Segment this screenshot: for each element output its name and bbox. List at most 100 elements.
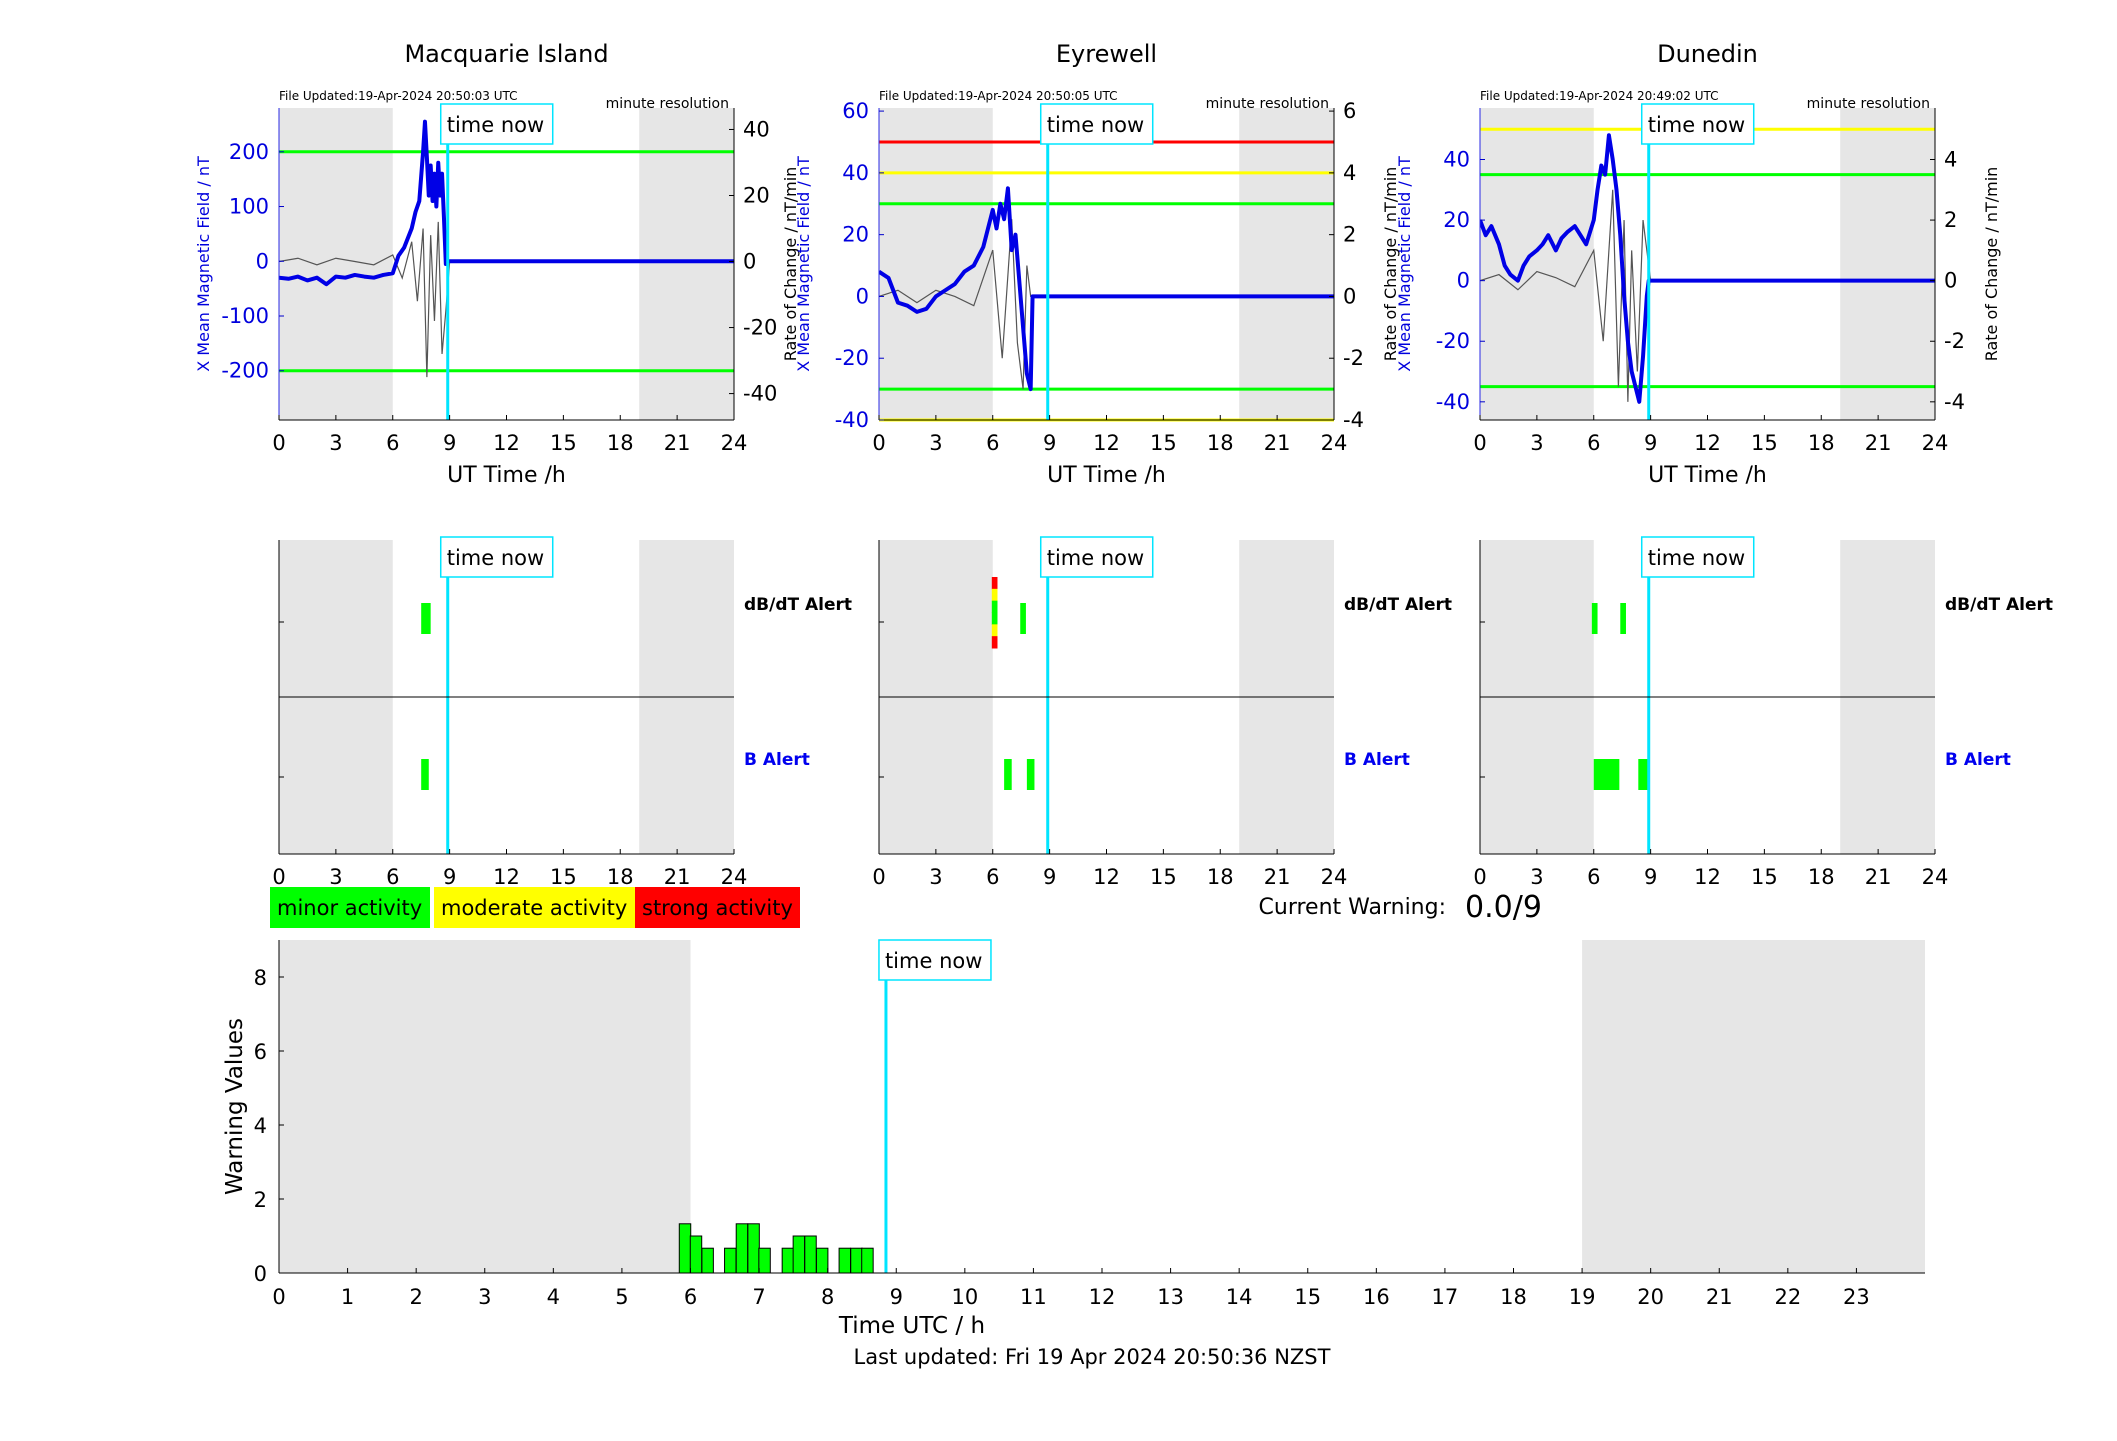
warning-chart-xtick-1: 0	[272, 1285, 285, 1309]
warning-chart-xtick-7: 6	[684, 1285, 697, 1309]
alert-chart-1-xtick-2: 3	[329, 865, 342, 889]
field-chart-1-ylabel-left: X Mean Magnetic Field / nT	[194, 156, 213, 372]
warning-chart-xtick-17: 16	[1363, 1285, 1390, 1309]
warning-chart-ytick-5: 8	[254, 966, 267, 990]
alert-chart-3-alert-3	[1593, 759, 1620, 790]
field-chart-1-shade-1	[279, 108, 393, 420]
field-chart-2-ylabel-left: X Mean Magnetic Field / nT	[794, 156, 813, 372]
warning-chart-bar-7	[758, 1247, 771, 1274]
alert-chart-1-time-now-box	[439, 536, 554, 578]
legend-3-swatch	[635, 887, 800, 928]
alert-chart-2-time-now-box	[1039, 536, 1154, 578]
alert-chart-3-alert-2	[1620, 603, 1626, 634]
field-chart-2-ytick-left-3: 0	[856, 284, 869, 308]
warning-chart-xtick-22: 21	[1706, 1285, 1733, 1309]
field-chart-3-shade-2	[1840, 108, 1935, 420]
current-warning-label: Current Warning:	[1259, 895, 1446, 920]
field-chart-2-time-now-box	[1039, 103, 1154, 145]
warning-chart-xtick-9: 8	[821, 1285, 834, 1309]
field-chart-2-ylabel-right: Rate of Change / nT/min	[1381, 167, 1400, 362]
warning-chart-time-now-label: time now	[885, 949, 982, 973]
warning-chart-xtick-11: 10	[951, 1285, 978, 1309]
legend-1-swatch	[270, 887, 430, 928]
field-chart-3-rate-line	[1480, 189, 1935, 402]
alert-chart-2-alert-1-seg-6	[991, 636, 998, 649]
field-chart-3-file-updated: File Updated:19-Apr-2024 20:49:02 UTC	[1480, 89, 1719, 103]
alert-chart-3-xtick-7: 18	[1808, 865, 1835, 889]
alert-chart-1: time now 0 3 6 9 12 15 18 21 24 dB/dT Alert B Alert	[272, 536, 852, 889]
field-chart-2-xtick-1: 0	[872, 431, 885, 455]
alert-chart-1-alert-2	[421, 759, 429, 790]
alert-chart-3-xtick-9: 24	[1922, 865, 1949, 889]
field-chart-1-ytick-left-4: 100	[229, 195, 269, 219]
field-chart-3-ytick-right-5: 4	[1944, 147, 1957, 171]
alert-chart-3-xtick-1: 0	[1473, 865, 1486, 889]
field-chart-1-xtick-8: 21	[664, 431, 691, 455]
field-chart-2-time-now-label: time now	[1047, 113, 1144, 137]
field-chart-2-shade-2	[1239, 108, 1334, 420]
field-chart-1-xtick-3: 6	[386, 431, 399, 455]
alert-chart-1-xtick-3: 6	[386, 865, 399, 889]
alert-chart-2-xtick-8: 21	[1264, 865, 1291, 889]
alert-chart-3-xtick-2: 3	[1530, 865, 1543, 889]
field-chart-1-xtick-1: 0	[272, 431, 285, 455]
alert-chart-3-alert-1	[1591, 603, 1598, 634]
warning-chart-ytick-3: 4	[254, 1114, 267, 1138]
warning-chart-ytick-2: 2	[254, 1188, 267, 1212]
warning-chart-xtick-13: 12	[1089, 1285, 1116, 1309]
warning-chart-bar-1	[678, 1223, 692, 1274]
warning-chart-bar-6	[747, 1223, 760, 1274]
field-chart-1-ytick-right-3: 0	[743, 250, 756, 274]
warning-chart-bar-4	[724, 1247, 737, 1274]
legend-2-swatch	[434, 887, 635, 928]
field-chart-1-resolution: minute resolution	[606, 96, 729, 112]
field-chart-3-title: Dunedin	[1657, 40, 1758, 68]
field-chart-1-ylabel-right: Rate of Change / nT/min	[781, 167, 800, 362]
warning-chart-xtick-15: 14	[1226, 1285, 1253, 1309]
field-chart-1-xtick-6: 15	[550, 431, 577, 455]
warning-chart-bar-2	[689, 1235, 703, 1274]
field-chart-3-ytick-left-1: -40	[1436, 390, 1470, 414]
alert-chart-3: time now 0 3 6 9 12 15 18 21 24 dB/dT Alert B Alert	[1473, 536, 2053, 889]
field-chart-1-ytick-left-1: -200	[221, 359, 269, 383]
legend-1-label: minor activity	[277, 896, 422, 920]
warning-chart-xtick-8: 7	[752, 1285, 765, 1309]
warning-chart-shade-2	[1582, 940, 1925, 1273]
field-chart-2-xtick-8: 21	[1264, 431, 1291, 455]
alert-chart-2-alert-4	[1026, 759, 1035, 790]
alert-chart-3-xtick-8: 21	[1865, 865, 1892, 889]
warning-chart-bar-10	[804, 1235, 817, 1274]
field-chart-2-xtick-4: 9	[1043, 431, 1056, 455]
field-chart-3-ytick-right-1: -4	[1944, 390, 1965, 414]
field-chart-1-time-now-label: time now	[447, 113, 544, 137]
field-chart-3-ytick-left-2: -20	[1436, 329, 1470, 353]
field-chart-2-xtick-6: 15	[1150, 431, 1177, 455]
field-chart-1-time-now-box	[439, 103, 554, 145]
field-chart-1-ytick-left-5: 200	[229, 140, 269, 164]
alert-chart-2-xtick-6: 15	[1150, 865, 1177, 889]
alert-chart-2-row-label-2: B Alert	[1344, 750, 1410, 770]
field-chart-3-xtick-3: 6	[1587, 431, 1600, 455]
alert-chart-1-xtick-1: 0	[272, 865, 285, 889]
alert-chart-2-alert-1-seg-2	[991, 588, 998, 602]
field-chart-3-xlabel: UT Time /h	[1648, 463, 1767, 488]
warning-chart-xlabel: Time UTC / h	[838, 1313, 985, 1339]
alert-chart-3-time-now-label: time now	[1648, 546, 1745, 570]
alert-chart-2-time-now-label: time now	[1047, 546, 1144, 570]
alert-chart-2-alert-1-seg-3	[991, 600, 998, 613]
field-chart-1-ytick-right-4: 20	[743, 183, 770, 207]
warning-chart-shade-1	[279, 940, 691, 1273]
field-chart-2-ytick-right-5: 4	[1343, 161, 1356, 185]
field-chart-1-shade-2	[639, 108, 734, 420]
warning-chart-xtick-23: 22	[1774, 1285, 1801, 1309]
alert-chart-3-row-label-2: B Alert	[1945, 750, 2011, 770]
alert-chart-2-xtick-2: 3	[929, 865, 942, 889]
field-chart-3-time-now-label: time now	[1648, 113, 1745, 137]
field-chart-3-time-now-box	[1640, 103, 1755, 145]
field-chart-3-ytick-left-5: 40	[1443, 147, 1470, 171]
warning-chart-bar-14	[861, 1247, 874, 1274]
current-warning-value: 0.0/9	[1465, 890, 1542, 925]
field-chart-3-ytick-left-3: 0	[1457, 269, 1470, 293]
warning-chart-xtick-3: 2	[409, 1285, 422, 1309]
